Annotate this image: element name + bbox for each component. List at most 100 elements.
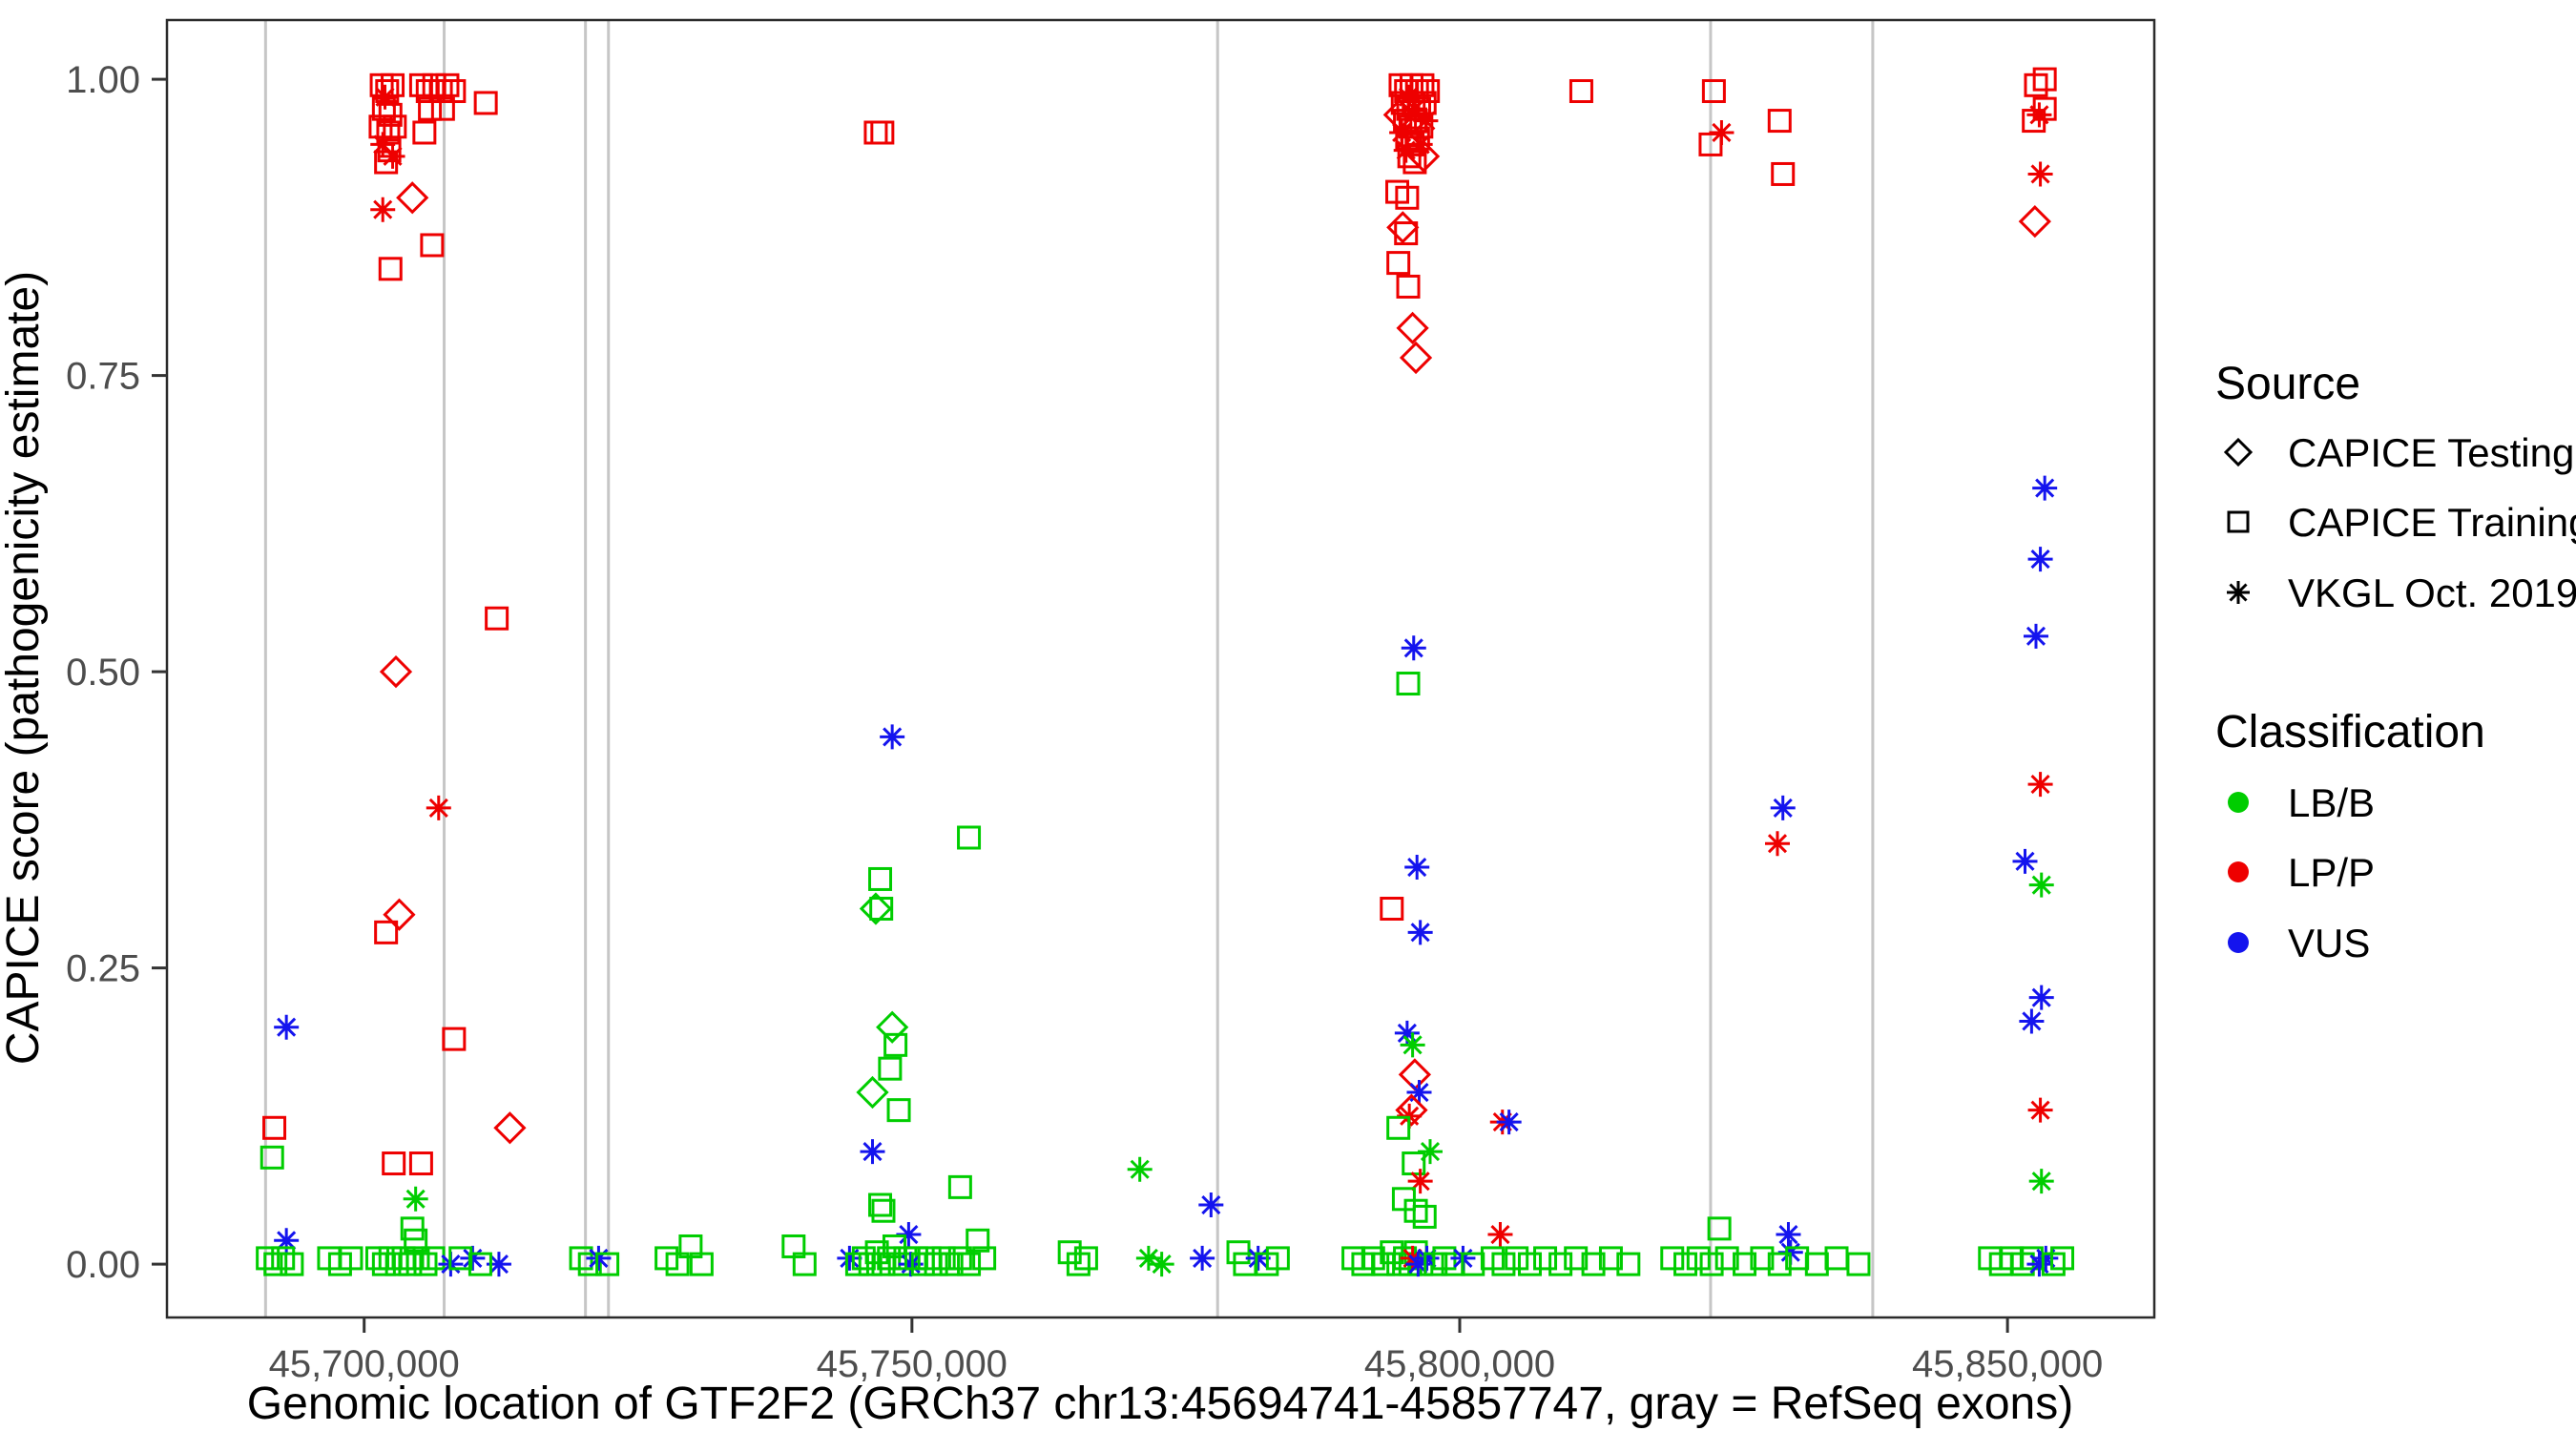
data-point-square	[485, 606, 509, 631]
data-point-asterisk	[1135, 1245, 1161, 1271]
data-point-square	[412, 120, 437, 145]
data-point-asterisk	[372, 84, 398, 110]
data-point-diamond	[1395, 1093, 1428, 1127]
data-point-square	[1568, 79, 1593, 104]
data-point-square	[1701, 79, 1726, 104]
data-point-square	[1386, 251, 1411, 276]
data-point-asterisk	[1776, 1222, 1801, 1248]
y-tick-label: 0.00	[66, 1244, 140, 1286]
data-points-layer	[256, 67, 2075, 1277]
data-point-diamond	[1399, 341, 1433, 375]
data-point-square	[2032, 67, 2057, 92]
data-point-diamond	[856, 1075, 889, 1110]
data-point-asterisk	[2033, 1245, 2059, 1271]
plot-panel-border	[165, 18, 2156, 1319]
data-point-square	[1616, 1252, 1641, 1276]
data-point-asterisk	[370, 197, 396, 222]
data-point-asterisk	[880, 724, 905, 750]
data-point-square	[1698, 132, 1723, 156]
legend-item-vkgl: VKGL Oct. 2019	[2288, 570, 2576, 615]
data-point-asterisk	[2028, 872, 2054, 898]
data-point-square	[931, 1246, 956, 1271]
data-point-square	[868, 1192, 893, 1217]
data-point-square	[1686, 1246, 1711, 1271]
data-point-square	[2024, 73, 2048, 97]
data-point-square	[1491, 1252, 1516, 1276]
data-point-square	[263, 1252, 288, 1276]
y-tick-label: 0.50	[66, 652, 140, 694]
data-point-diamond	[1386, 211, 1420, 244]
data-point-square	[382, 1151, 406, 1176]
data-point-square	[1846, 1252, 1871, 1276]
data-point-square	[1699, 1252, 1724, 1276]
data-point-diamond	[1398, 1058, 1432, 1091]
refseq-exon-lines-layer	[263, 20, 1875, 1317]
data-point-square	[1707, 1216, 1732, 1241]
data-point-diamond	[383, 898, 416, 931]
data-point-square	[413, 1252, 438, 1276]
data-point-diamond	[379, 654, 413, 689]
data-point-square	[1804, 1252, 1829, 1276]
data-point-square	[1410, 73, 1435, 97]
legend-classification-title: Classification	[2215, 707, 2485, 757]
y-tick-label: 0.25	[66, 948, 140, 990]
legend-source-title: Source	[2215, 359, 2360, 409]
data-point-square	[1750, 1246, 1775, 1271]
data-point-diamond	[1382, 98, 1416, 132]
legend-item-capice-training: CAPICE Training	[2288, 500, 2576, 545]
data-point-diamond	[1406, 139, 1441, 173]
data-point-square	[878, 1056, 903, 1081]
data-point-asterisk	[1190, 1245, 1215, 1271]
data-point-square	[595, 1252, 620, 1276]
data-point-square	[422, 73, 447, 97]
data-point-asterisk	[2027, 772, 2053, 798]
data-point-square	[939, 1252, 964, 1276]
data-point-asterisk	[426, 795, 451, 820]
data-point-asterisk	[274, 1228, 300, 1254]
data-point-square	[442, 1027, 467, 1051]
data-point-diamond	[493, 1111, 527, 1145]
x-axis-title: Genomic location of GTF2F2 (GRCh37 chr13…	[247, 1379, 2073, 1429]
data-point-square	[256, 1246, 280, 1271]
data-point-square	[1380, 897, 1404, 922]
data-point-square	[374, 920, 399, 944]
data-point-asterisk	[2023, 623, 2048, 649]
data-point-asterisk	[486, 1252, 511, 1277]
data-point-square	[1733, 1252, 1757, 1276]
data-point-square	[408, 73, 433, 97]
data-point-asterisk	[1400, 1032, 1425, 1058]
data-point-asterisk	[1245, 1245, 1271, 1271]
data-point-square	[577, 1252, 602, 1276]
data-point-asterisk	[898, 1252, 924, 1277]
y-tick-label: 1.00	[66, 59, 140, 101]
data-point-square	[1396, 274, 1421, 299]
data-point-square	[375, 79, 400, 104]
data-point-square	[1548, 1252, 1573, 1276]
data-point-asterisk	[274, 1014, 300, 1040]
data-point-asterisk	[2032, 475, 2058, 501]
data-point-square	[1395, 185, 1420, 210]
data-point-square	[271, 1246, 296, 1271]
data-point-asterisk	[2012, 848, 2038, 874]
data-point-square	[868, 866, 893, 891]
lbb-color-dot-icon	[2228, 792, 2249, 813]
data-point-square	[378, 257, 403, 281]
data-point-square	[405, 1246, 430, 1271]
data-point-square	[947, 1174, 972, 1199]
data-point-square	[883, 1032, 908, 1057]
data-point-asterisk	[1402, 96, 1427, 122]
data-point-asterisk	[1413, 108, 1439, 134]
data-point-asterisk	[2019, 1008, 2045, 1034]
data-point-square	[1598, 1246, 1623, 1271]
data-point-square	[957, 825, 982, 850]
data-point-square	[665, 1252, 690, 1276]
data-point-square	[404, 1228, 428, 1253]
data-point-square	[1403, 1198, 1428, 1223]
data-point-square	[2041, 1252, 2066, 1276]
data-point-square	[1396, 672, 1421, 696]
data-point-square	[260, 1145, 284, 1170]
data-point-asterisk	[2028, 985, 2054, 1010]
data-point-square	[262, 1115, 287, 1140]
data-point-asterisk	[1393, 137, 1419, 163]
data-point-square	[1673, 1252, 1698, 1276]
